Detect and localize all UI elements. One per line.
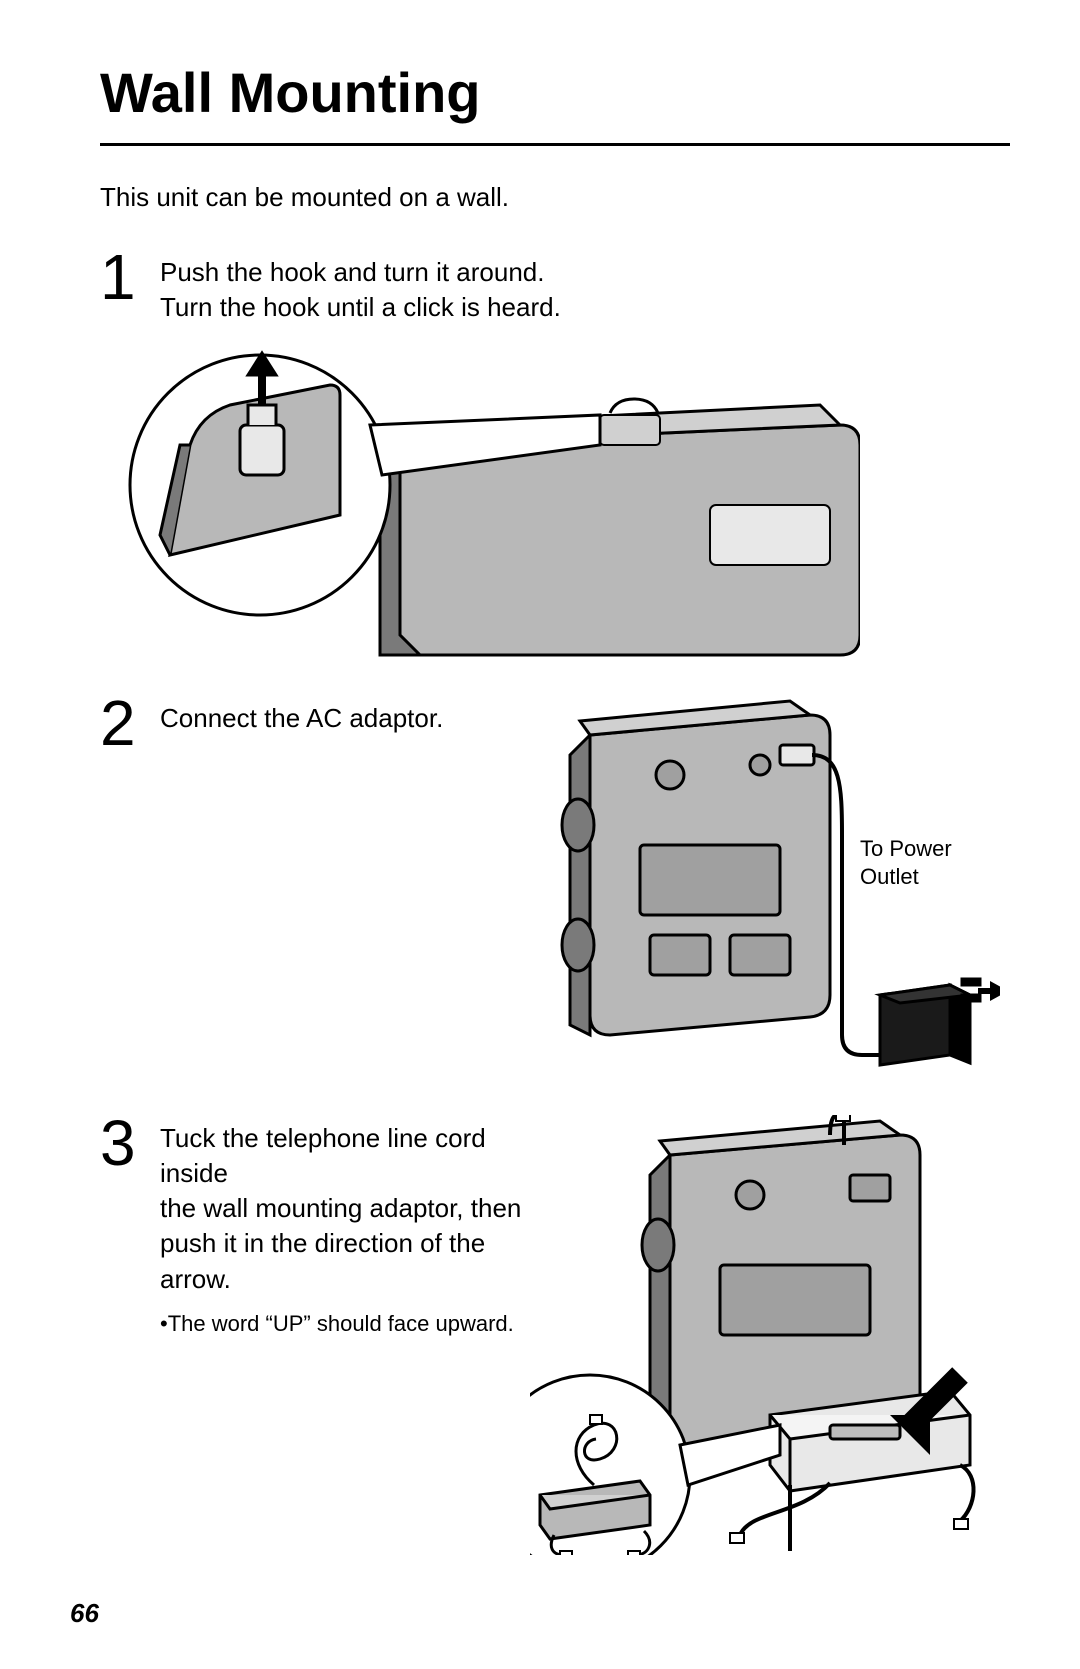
step-2-line-1: Connect the AC adaptor. [160, 701, 443, 736]
figure-1 [100, 335, 1010, 665]
step-3-line-3: push it in the direction of the arrow. [160, 1226, 530, 1296]
step-2-row: 2 Connect the AC adaptor. [100, 695, 1010, 1075]
step-2: 2 Connect the AC adaptor. [100, 695, 530, 753]
manual-page: Wall Mounting This unit can be mounted o… [0, 0, 1080, 1669]
intro-text: This unit can be mounted on a wall. [100, 182, 1010, 213]
outlet-label-l2: Outlet [860, 863, 952, 891]
step-3: 3 Tuck the telephone line cord inside th… [100, 1115, 530, 1338]
page-title: Wall Mounting [100, 60, 1010, 125]
step-3-line-1: Tuck the telephone line cord inside [160, 1121, 530, 1191]
step-1-body: Push the hook and turn it around. Turn t… [160, 249, 561, 325]
step-1-line-1: Push the hook and turn it around. [160, 255, 561, 290]
step-3-note: •The word “UP” should face upward. [160, 1309, 530, 1339]
outlet-label: To Power Outlet [860, 835, 952, 890]
step-3-body: Tuck the telephone line cord inside the … [160, 1115, 530, 1338]
step-2-body: Connect the AC adaptor. [160, 695, 443, 736]
step-3-line-2: the wall mounting adaptor, then [160, 1191, 530, 1226]
step-1-number: 1 [100, 249, 160, 307]
step-1: 1 Push the hook and turn it around. Turn… [100, 249, 1010, 325]
wall-adaptor-illustration [530, 1115, 1010, 1555]
page-number: 66 [70, 1598, 99, 1629]
step-1-line-2: Turn the hook until a click is heard. [160, 290, 561, 325]
step-3-row: 3 Tuck the telephone line cord inside th… [100, 1115, 1010, 1555]
step-3-number: 3 [100, 1115, 160, 1173]
outlet-label-l1: To Power [860, 835, 952, 863]
step-2-number: 2 [100, 695, 160, 753]
hook-illustration [100, 335, 860, 665]
title-rule [100, 143, 1010, 146]
